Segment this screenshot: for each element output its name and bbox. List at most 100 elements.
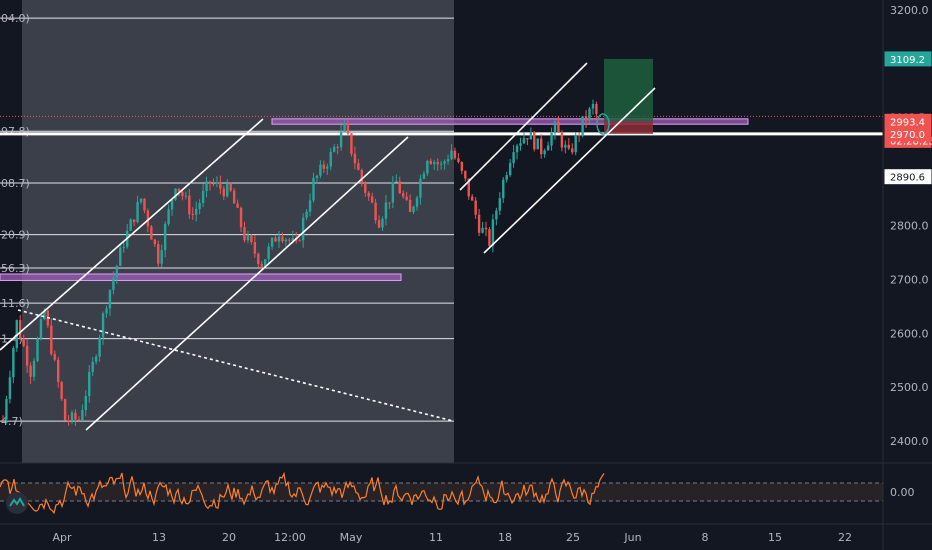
candle-body: [308, 200, 312, 212]
support-zone: [0, 273, 402, 281]
candle-body: [246, 235, 250, 241]
channel-2-lower: [483, 87, 656, 254]
oscillator-pane: [0, 471, 883, 515]
candle-body: [195, 208, 198, 215]
candle-body: [567, 144, 570, 149]
candle-body: [257, 253, 260, 265]
candle-body: [281, 236, 284, 242]
candle-body: [1, 419, 5, 421]
entry-marker-circle: [596, 113, 610, 135]
candle-body: [81, 409, 84, 421]
candle-body: [350, 133, 353, 154]
price-tick-label: 2400.0: [890, 435, 929, 448]
candle-body: [39, 319, 43, 339]
candle-body: [57, 359, 60, 382]
candle-body: [471, 196, 474, 201]
candle-body: [181, 191, 184, 197]
position-stop-box: [604, 121, 653, 134]
candle-body: [415, 197, 419, 207]
candle-body: [384, 202, 388, 219]
candle-body: [526, 138, 529, 140]
tradingview-logo-icon[interactable]: [6, 492, 28, 514]
candle-body: [160, 250, 163, 264]
candle-body: [495, 210, 498, 220]
oscillator-line: [0, 471, 605, 515]
candle-body: [571, 148, 574, 153]
time-tick-label: 20: [222, 531, 236, 544]
price-axis-background: [883, 0, 932, 550]
zones: [0, 115, 883, 281]
candle-body: [284, 239, 288, 242]
candle-body: [94, 356, 98, 362]
candle-body: [74, 412, 77, 420]
candle-body: [364, 182, 367, 193]
time-tick-label: 11: [429, 531, 443, 544]
candle-body: [184, 195, 188, 197]
candle-body: [243, 227, 246, 241]
fib-level-label: 56.3): [1, 262, 30, 275]
candle-body: [457, 158, 460, 163]
candle-body: [464, 170, 467, 179]
candle-body: [315, 175, 319, 179]
price-axis[interactable]: 2400.0 2500.0 2600.0 2700.0 2800.0 3200.0 0.00: [890, 4, 929, 499]
candle-body: [112, 277, 115, 290]
candle-body: [419, 178, 422, 198]
candle-body: [288, 239, 291, 241]
time-axis[interactable]: Apr 13 20 12:00 May 11 18 25 Jun 8 15 22: [52, 531, 852, 544]
candle-body: [370, 196, 374, 203]
candle-body: [208, 181, 212, 184]
candle-body: [367, 192, 370, 197]
candle-body: [98, 337, 101, 357]
candle-body: [101, 313, 105, 338]
candle-body: [205, 181, 208, 191]
candle-body: [150, 226, 153, 240]
channel-drawings[interactable]: [0, 62, 656, 431]
candle-body: [32, 360, 36, 377]
candle-body: [467, 178, 470, 197]
price-badge-label: 02:28:25: [890, 136, 932, 147]
candle-body: [63, 399, 67, 421]
candle-body: [512, 152, 515, 163]
candle-body: [402, 193, 405, 197]
candle-body: [298, 240, 301, 242]
candle-body: [443, 161, 446, 164]
time-tick-label: 18: [498, 531, 512, 544]
candle-body: [67, 420, 70, 422]
candle-body: [139, 198, 143, 203]
candle-body: [422, 173, 426, 179]
candle-body: [446, 159, 450, 162]
time-tick-label: Apr: [52, 531, 72, 544]
candle-body: [15, 320, 18, 349]
candle-body: [408, 199, 412, 212]
candle-body: [508, 162, 512, 176]
candle-body: [267, 246, 270, 260]
candle-body: [477, 214, 481, 233]
candle-body: [336, 147, 339, 149]
candle-body: [105, 308, 108, 314]
candle-body: [5, 399, 8, 420]
candle-body: [301, 217, 305, 241]
candle-body: [329, 151, 332, 167]
price-badge-label: 3109.2: [890, 55, 925, 66]
candle-body: [577, 134, 581, 136]
price-badge-label: 2993.4: [890, 117, 925, 128]
candle-body: [488, 229, 491, 246]
price-badge: [884, 126, 932, 142]
long-position-tool[interactable]: [604, 58, 653, 134]
candle-body: [153, 239, 156, 245]
candle-body: [212, 183, 215, 185]
candle-body: [346, 123, 350, 134]
candle-body: [357, 163, 360, 170]
candle-body: [129, 219, 132, 231]
candle-body: [460, 162, 464, 171]
candle-body: [70, 412, 74, 421]
time-tick-label: May: [340, 531, 363, 544]
candle-body: [8, 377, 12, 400]
candle-body: [377, 220, 381, 228]
candle-body: [522, 138, 526, 144]
candle-body: [277, 236, 281, 242]
candle-body: [232, 190, 236, 204]
oscillator-zero-label: 0.00: [890, 486, 915, 499]
